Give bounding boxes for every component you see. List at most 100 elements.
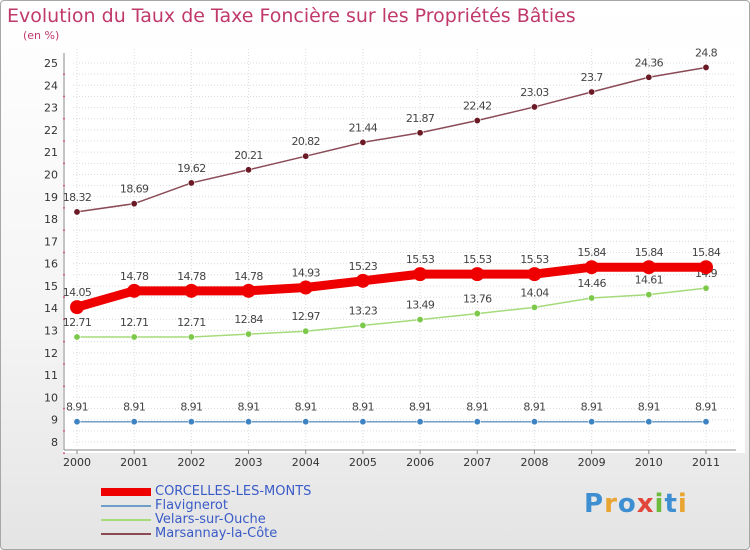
data-label: 22.42: [463, 100, 492, 113]
data-label: 8.91: [523, 401, 545, 414]
y-minor-tick: [63, 385, 65, 388]
data-label: 12.71: [177, 316, 206, 329]
legend-item-flavignerot: Flavignerot: [101, 498, 431, 513]
legend-swatch: [101, 488, 151, 496]
y-minor-tick: [63, 184, 65, 187]
series-marsannay-la-co-te: 18.32 18.69 19.62 20.21 20.82 21.44 21.87 22.42…: [63, 46, 718, 216]
data-point: [73, 208, 81, 216]
data-label: 8.91: [180, 401, 202, 414]
data-point: [527, 267, 542, 282]
data-point: [530, 418, 538, 426]
data-label: 12.71: [120, 316, 149, 329]
y-minor-tick: [63, 251, 65, 254]
data-point: [413, 267, 428, 282]
data-point: [530, 303, 538, 311]
data-label: 20.21: [234, 149, 263, 162]
data-label: 18.32: [63, 191, 92, 204]
data-label: 15.53: [520, 253, 549, 266]
legend-item-velars-sur-ouche: Velars-sur-Ouche: [101, 512, 431, 527]
data-point: [702, 63, 710, 71]
data-label: 13.49: [406, 299, 435, 312]
logo-letter: P: [584, 489, 605, 519]
data-label: 21.87: [406, 112, 435, 125]
data-label: 14.93: [291, 267, 320, 280]
data-label: 15.53: [406, 253, 435, 266]
y-tick-label: 20: [44, 168, 58, 181]
data-point: [73, 333, 81, 341]
data-label: 15.84: [577, 246, 606, 259]
x-tick-label: 2008: [520, 456, 548, 469]
x-tick-label: 2000: [63, 456, 91, 469]
data-point: [473, 310, 481, 318]
y-tick-label: 12: [44, 347, 58, 360]
data-point: [130, 333, 138, 341]
legend: CORCELLES-LES-MONTS Flavignerot Velars-sur…: [101, 484, 431, 541]
data-point: [245, 166, 253, 174]
logo-letter: i: [654, 489, 665, 519]
y-tick-label: 24: [44, 79, 58, 92]
data-label: 8.91: [409, 401, 431, 414]
data-label: 8.91: [581, 401, 603, 414]
data-point: [645, 291, 653, 299]
y-tick-label: 15: [44, 280, 58, 293]
data-point: [187, 418, 195, 426]
data-point: [470, 267, 485, 282]
data-label: 14.78: [120, 270, 149, 283]
data-point: [584, 260, 599, 275]
data-point: [359, 321, 367, 329]
series-line: [77, 287, 707, 338]
data-point: [245, 330, 253, 338]
y-tick-label: 19: [44, 191, 58, 204]
data-point: [302, 152, 310, 160]
data-point: [416, 129, 424, 137]
y-tick-label: 14: [44, 302, 58, 315]
y-minor-tick: [63, 117, 65, 120]
legend-swatch: [101, 519, 151, 521]
logo-letter: r: [604, 489, 618, 519]
data-point: [699, 260, 713, 275]
logo-letter: i: [677, 489, 688, 519]
data-point: [359, 418, 367, 426]
legend-swatch: [101, 533, 151, 535]
x-tick-label: 2007: [463, 456, 491, 469]
y-minor-tick: [63, 429, 65, 432]
legend-label: Flavignerot: [155, 498, 228, 513]
data-point: [127, 283, 142, 298]
data-point: [645, 418, 653, 426]
x-tick-label: 2011: [692, 456, 720, 469]
data-point: [130, 418, 138, 426]
y-tick-label: 11: [44, 369, 58, 382]
data-point: [298, 280, 313, 295]
data-point: [645, 73, 653, 81]
data-label: 24.36: [635, 56, 664, 69]
data-label: 19.62: [177, 162, 206, 175]
data-label: 15.23: [349, 260, 378, 273]
y-minor-tick: [63, 95, 65, 98]
logo-letter: x: [636, 489, 655, 519]
y-tick-label: 9: [51, 414, 58, 427]
proxiti-logo: Proxiti: [584, 489, 688, 519]
data-label: 15.84: [635, 246, 664, 259]
data-label: 8.91: [695, 401, 717, 414]
y-minor-tick: [63, 73, 65, 76]
data-label: 13.76: [463, 293, 492, 306]
data-label: 24.8: [695, 46, 718, 59]
y-minor-tick: [63, 340, 65, 343]
y-minor-tick: [63, 273, 65, 276]
data-label: 14.78: [234, 270, 263, 283]
y-tick-label: 18: [44, 213, 58, 226]
data-point: [416, 316, 424, 324]
data-label: 21.44: [349, 121, 378, 134]
y-minor-tick: [63, 318, 65, 321]
data-label: 15.84: [692, 246, 721, 259]
data-label: 8.91: [466, 401, 488, 414]
logo-letter: t: [664, 489, 678, 519]
y-tick-label: 22: [44, 124, 58, 137]
data-point: [184, 283, 199, 298]
x-tick-label: 2005: [349, 456, 377, 469]
x-tick-label: 2001: [120, 456, 148, 469]
logo-letter: o: [617, 489, 637, 519]
data-point: [588, 294, 596, 302]
y-tick-label: 25: [44, 57, 58, 70]
